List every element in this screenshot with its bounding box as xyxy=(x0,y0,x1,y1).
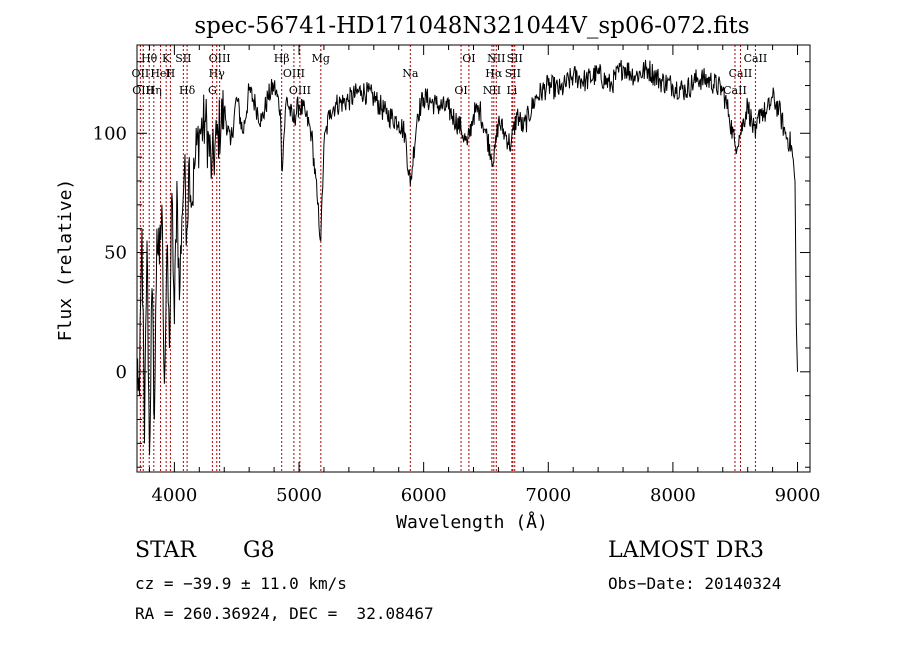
line-marker-label: H xyxy=(166,67,176,80)
line-marker-label: Na xyxy=(402,67,419,80)
line-marker-label: OI xyxy=(462,52,475,65)
line-marker-label: Hη xyxy=(146,84,162,97)
line-marker-label: OIII xyxy=(132,84,154,97)
line-marker-label: Li xyxy=(506,84,517,97)
y-axis-ticks: 0 50 100 xyxy=(93,61,810,468)
survey-name: LAMOST DR3 xyxy=(608,538,764,563)
line-marker-label: Hθ xyxy=(141,52,158,65)
line-marker-label: CaII xyxy=(744,52,768,65)
line-marker-label: OII xyxy=(132,67,150,80)
line-marker-label: NII xyxy=(483,84,501,97)
line-marker-label-group: Hθ OII OIII K HeI Hη SII HHδ OIII Hγ G Hβ OIII OIII Mg… xyxy=(132,52,768,97)
x-tick-label: 7000 xyxy=(525,485,571,506)
line-marker-label: OIII xyxy=(283,67,305,80)
line-marker-label: OI xyxy=(454,84,467,97)
line-marker-label: Hγ xyxy=(209,67,226,80)
spectrum-chart: spec-56741-HD171048N321044V_sp06-072.fit… xyxy=(55,13,821,533)
line-marker-label: K xyxy=(162,52,171,65)
x-axis-ticks: 4000 5000 6000 7000 8000 9000 xyxy=(148,45,821,506)
line-marker-label: SII xyxy=(505,67,521,80)
chart-title: spec-56741-HD171048N321044V_sp06-072.fit… xyxy=(194,13,749,39)
line-marker-label: CaII xyxy=(729,67,753,80)
coordinates: RA = 260.36924, DEC = 32.08467 xyxy=(135,604,434,623)
line-marker-label: SII xyxy=(175,52,191,65)
plot-frame xyxy=(136,44,811,473)
x-axis-label: Wavelength (Å) xyxy=(396,511,548,533)
y-tick-label: 0 xyxy=(116,362,127,383)
object-subclass: G8 xyxy=(243,538,275,563)
spectrum-line xyxy=(136,59,798,456)
line-marker-label: CaII xyxy=(723,84,747,97)
y-tick-label: 100 xyxy=(93,123,127,144)
line-marker-label: OIII xyxy=(289,84,311,97)
observation-date: Obs−Date: 20140324 xyxy=(608,574,782,593)
y-axis-label: Flux (relative) xyxy=(55,179,76,342)
x-tick-label: 6000 xyxy=(401,485,447,506)
line-marker-label: Hα xyxy=(485,67,503,80)
line-marker-label: Hδ xyxy=(179,84,196,97)
line-marker-label: OIII xyxy=(209,52,231,65)
line-marker-label: Hβ xyxy=(274,52,290,65)
x-tick-label: 9000 xyxy=(775,485,821,506)
line-marker-label: NII xyxy=(487,52,505,65)
object-class: STAR xyxy=(135,538,196,563)
line-marker-label: SII xyxy=(507,52,523,65)
x-tick-label: 5000 xyxy=(276,485,322,506)
x-tick-label: 8000 xyxy=(650,485,696,506)
y-tick-label: 50 xyxy=(104,243,127,264)
line-marker-label: HeI xyxy=(150,67,170,80)
line-marker-label: Mg xyxy=(312,52,330,65)
line-marker-label: G xyxy=(208,84,217,97)
redshift-cz: cz = −39.9 ± 11.0 km/s xyxy=(135,574,347,593)
x-tick-label: 4000 xyxy=(151,485,197,506)
line-marker-group xyxy=(139,45,756,472)
